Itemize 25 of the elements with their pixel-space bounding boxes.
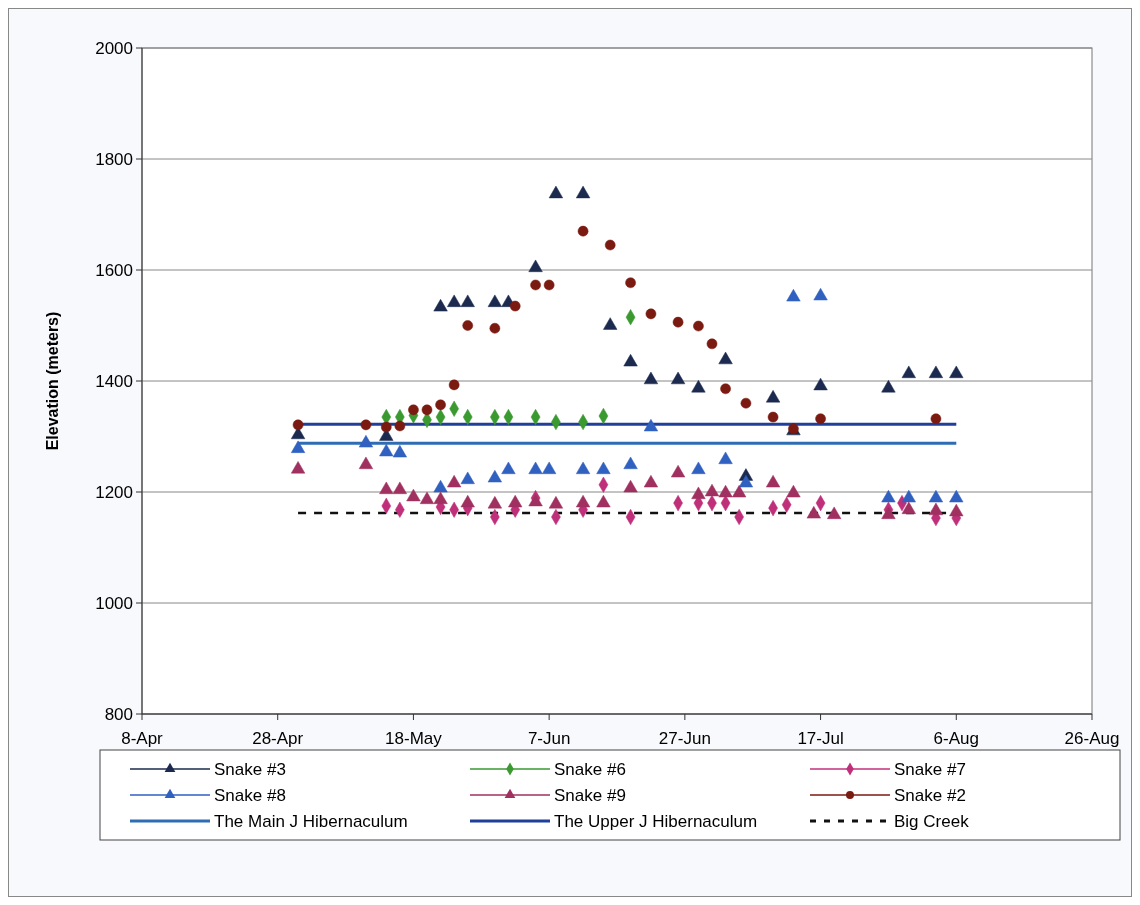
x-tick-label: 17-Jul	[797, 729, 844, 748]
y-tick-label: 2000	[95, 39, 133, 58]
legend-label: Snake #3	[214, 760, 286, 779]
y-tick-label: 1600	[95, 261, 133, 280]
legend-label: Snake #2	[894, 786, 966, 805]
legend-label: Snake #8	[214, 786, 286, 805]
y-axis-title: Elevation (meters)	[44, 311, 61, 451]
legend-label: The Main J Hibernaculum	[214, 812, 408, 831]
legend-label: Snake #6	[554, 760, 626, 779]
x-tick-label: 28-Apr	[252, 729, 304, 748]
x-tick-label: 7-Jun	[527, 729, 571, 748]
y-tick-label: 1400	[95, 372, 133, 391]
legend-label: Snake #7	[894, 760, 966, 779]
y-tick-label: 1800	[95, 150, 133, 169]
legend-label: The Upper J Hibernaculum	[554, 812, 758, 831]
x-tick-label: 27-Jun	[658, 729, 711, 748]
x-tick-label: 26-Aug	[1064, 729, 1120, 748]
legend-label: Big Creek	[894, 812, 970, 831]
y-tick-label: 1200	[95, 483, 133, 502]
y-tick-label: 1000	[95, 594, 133, 613]
x-tick-label: 18-May	[385, 729, 443, 748]
x-tick-label: 8-Apr	[121, 729, 164, 748]
y-tick-label: 800	[104, 705, 133, 724]
legend-label: Snake #9	[554, 786, 626, 805]
x-tick-label: 6-Aug	[933, 729, 979, 748]
